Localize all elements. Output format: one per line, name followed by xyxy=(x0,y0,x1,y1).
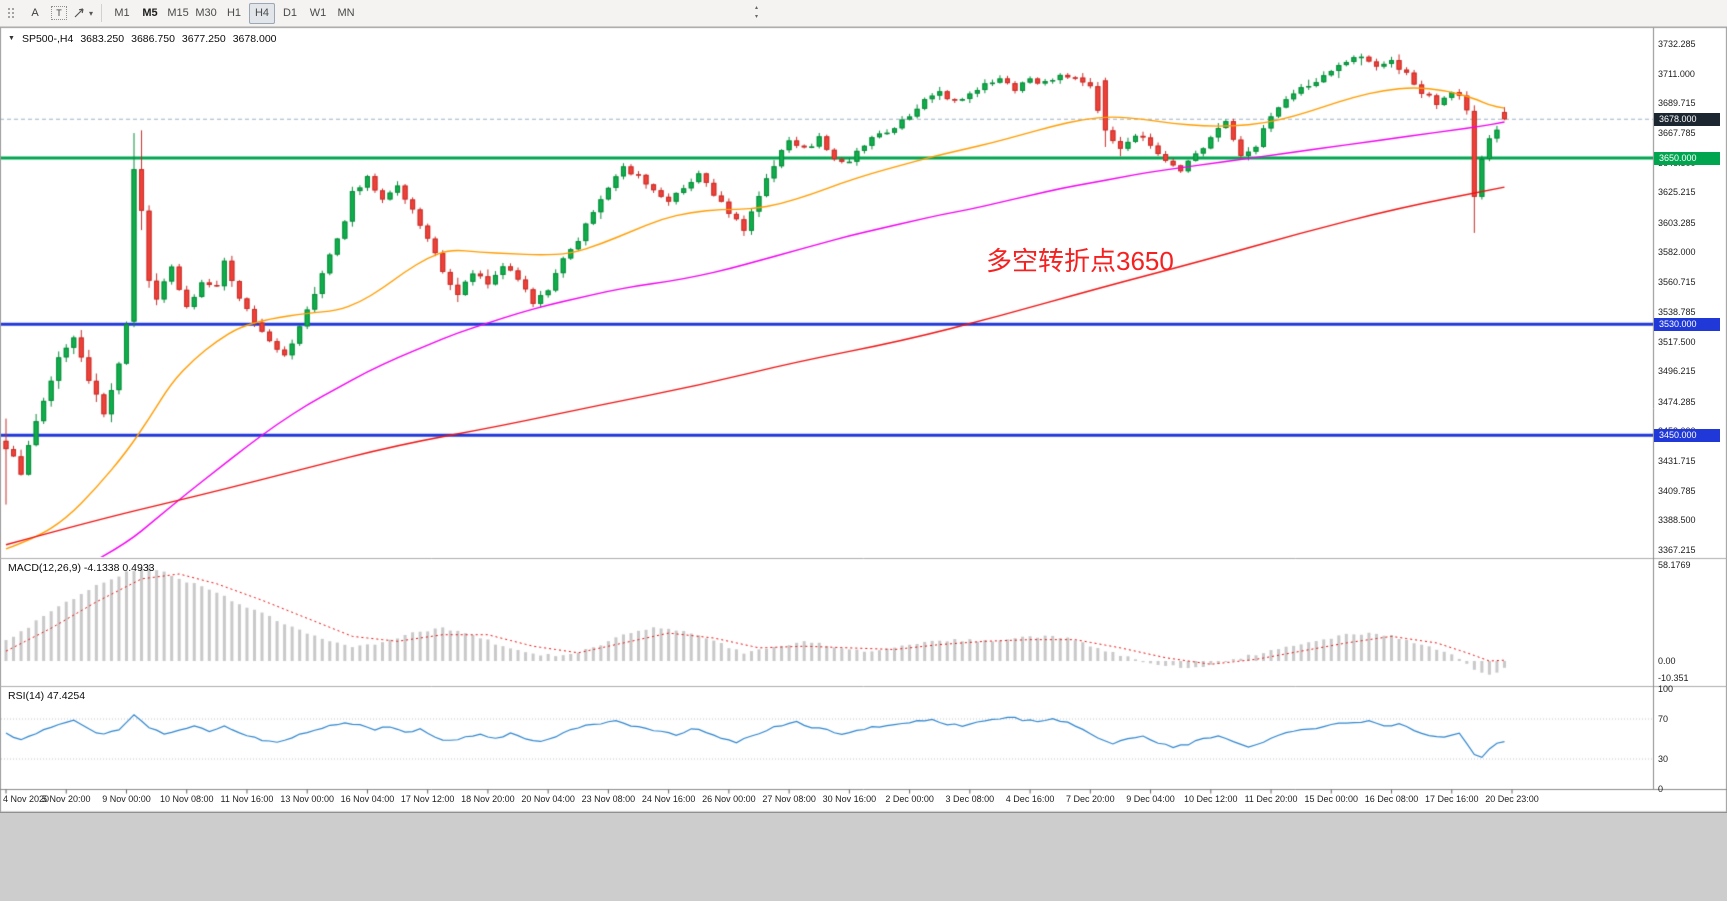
time-axis-label: 4 Nov 2020 xyxy=(3,794,50,804)
price-axis-label: 3732.285 xyxy=(1658,39,1696,49)
price-axis-label: 3582.000 xyxy=(1658,247,1696,258)
toolbar-overflow-handle[interactable]: ▴ ▾ xyxy=(755,4,758,22)
timeframe-button-h1[interactable]: H1 xyxy=(226,7,242,19)
ohlc-open: 3683.250 xyxy=(80,33,125,45)
time-axis-label: 26 Nov 00:00 xyxy=(702,794,756,804)
time-axis-label: 20 Nov 04:00 xyxy=(521,794,575,804)
toolbar-grip-handle[interactable] xyxy=(7,7,15,19)
price-axis-label: 3667.785 xyxy=(1658,128,1696,139)
time-axis-label: 9 Dec 04:00 xyxy=(1126,794,1175,804)
toolbar-separator xyxy=(101,4,103,22)
price-axis-label: 3367.215 xyxy=(1658,545,1696,555)
macd-scale-label: -10.351 xyxy=(1658,672,1689,683)
time-axis-label: 5 Nov 20:00 xyxy=(41,794,91,804)
timeframe-button-d1[interactable]: D1 xyxy=(282,7,298,19)
ohlc-close: 3678.000 xyxy=(232,33,277,45)
text-tool-button[interactable]: T xyxy=(48,3,70,24)
level-tag-3650: 3650.000 xyxy=(1654,151,1720,165)
price-axis-label: 3560.715 xyxy=(1658,276,1696,287)
time-axis-label: 4 Dec 16:00 xyxy=(1005,794,1055,804)
rsi-scale-label: 0 xyxy=(1658,784,1664,794)
chart-annotation[interactable]: 多空转折点3650 xyxy=(986,246,1174,276)
time-axis-label: 9 Nov 00:00 xyxy=(102,794,151,804)
timeframe-button-m15[interactable]: M15 xyxy=(167,7,189,19)
macd-indicator-label: MACD(12,26,9) -4.1338 0.4933 xyxy=(8,562,155,574)
time-axis-label: 10 Nov 08:00 xyxy=(159,794,214,804)
time-axis-label: 11 Dec 20:00 xyxy=(1244,794,1298,804)
chevron-up-icon: ▴ xyxy=(755,5,759,11)
rsi-scale-label: 70 xyxy=(1658,714,1669,724)
price-axis-label: 3625.215 xyxy=(1658,187,1696,198)
collapse-triangle-icon[interactable]: ▼ xyxy=(8,35,15,42)
symbol-period-label: SP500-,H4 xyxy=(21,33,74,45)
rsi-indicator-label: RSI(14) 47.4254 xyxy=(8,690,86,702)
main-toolbar: A T ▾ M1 M5 M15 M30 H1 H4 D1 W1 MN ▴ ▾ xyxy=(0,0,1727,27)
price-axis-label: 3538.785 xyxy=(1658,307,1696,318)
time-axis-label: 3 Dec 08:00 xyxy=(945,794,995,804)
time-axis-label: 18 Nov 20:00 xyxy=(461,794,515,804)
timeframe-button-w1[interactable]: W1 xyxy=(309,7,327,19)
price-axis-label: 3388.500 xyxy=(1658,515,1696,526)
time-axis-label: 17 Nov 12:00 xyxy=(400,794,455,804)
time-axis-label: 16 Dec 08:00 xyxy=(1364,794,1419,804)
rsi-scale-label: 30 xyxy=(1658,754,1669,764)
macd-scale-label: 58.1769 xyxy=(1658,560,1691,571)
dropdown-caret-icon: ▾ xyxy=(89,8,94,18)
time-axis-label: 24 Nov 16:00 xyxy=(641,794,696,804)
price-axis-label: 3517.500 xyxy=(1658,336,1696,347)
chart-symbol-header: ▼ SP500-,H4 3683.250 3686.750 3677.250 3… xyxy=(8,33,277,45)
level-tag-3450: 3450.000 xyxy=(1654,428,1720,442)
time-axis-label: 20 Dec 23:00 xyxy=(1485,794,1539,804)
price-axis-label: 3474.285 xyxy=(1658,396,1696,407)
time-axis-label: 30 Nov 16:00 xyxy=(822,794,877,804)
price-axis-label: 3711.000 xyxy=(1658,68,1695,79)
timeframe-button-m1[interactable]: M1 xyxy=(114,7,130,19)
time-axis-label: 11 Nov 16:00 xyxy=(220,794,274,804)
text-tool-glyph: T xyxy=(51,6,67,20)
ohlc-high: 3686.750 xyxy=(131,33,175,45)
price-axis-label: 3409.785 xyxy=(1658,485,1696,496)
time-axis-label: 2 Dec 00:00 xyxy=(885,794,934,804)
time-axis-label: 7 Dec 20:00 xyxy=(1066,794,1115,804)
rsi-scale-label: 100 xyxy=(1658,684,1674,694)
macd-scale-label: 0.00 xyxy=(1658,656,1676,666)
arrow-tools-dropdown-button[interactable]: ▾ xyxy=(72,3,94,24)
time-axis-label: 13 Nov 00:00 xyxy=(280,794,334,804)
timeframe-button-mn[interactable]: MN xyxy=(337,7,355,19)
arrow-icon xyxy=(74,8,84,18)
price-axis-label: 3603.285 xyxy=(1658,217,1696,228)
price-axis-label: 3689.715 xyxy=(1658,98,1696,108)
bid-price-tag: 3678.000 xyxy=(1654,112,1720,126)
price-axis-label: 3496.215 xyxy=(1658,366,1696,377)
time-axis-label: 15 Dec 00:00 xyxy=(1304,794,1359,804)
level-tag-3530: 3530.000 xyxy=(1654,317,1720,331)
timeframe-button-m5[interactable]: M5 xyxy=(142,7,158,19)
label-tool-button[interactable]: A xyxy=(31,7,39,19)
timeframe-button-h4[interactable]: H4 xyxy=(249,2,276,24)
price-axis[interactable]: 3732.2853711.0003689.7153667.7853646.500… xyxy=(1653,27,1727,794)
time-axis-label: 27 Nov 08:00 xyxy=(762,794,816,804)
time-axis-label: 10 Dec 12:00 xyxy=(1184,794,1238,804)
time-axis[interactable]: 4 Nov 2020 5 Nov 20:00 9 Nov 00:00 10 Nov 0… xyxy=(0,789,1653,812)
timeframe-button-m30[interactable]: M30 xyxy=(195,7,217,19)
window-bottom-area xyxy=(0,812,1727,901)
time-axis-label: 23 Nov 08:00 xyxy=(581,794,636,804)
ohlc-low: 3677.250 xyxy=(181,33,226,45)
price-axis-label: 3431.715 xyxy=(1658,455,1696,466)
chevron-down-icon: ▾ xyxy=(755,14,759,20)
time-axis-label: 16 Nov 04:00 xyxy=(340,794,395,804)
time-axis-label: 17 Dec 16:00 xyxy=(1424,794,1479,804)
